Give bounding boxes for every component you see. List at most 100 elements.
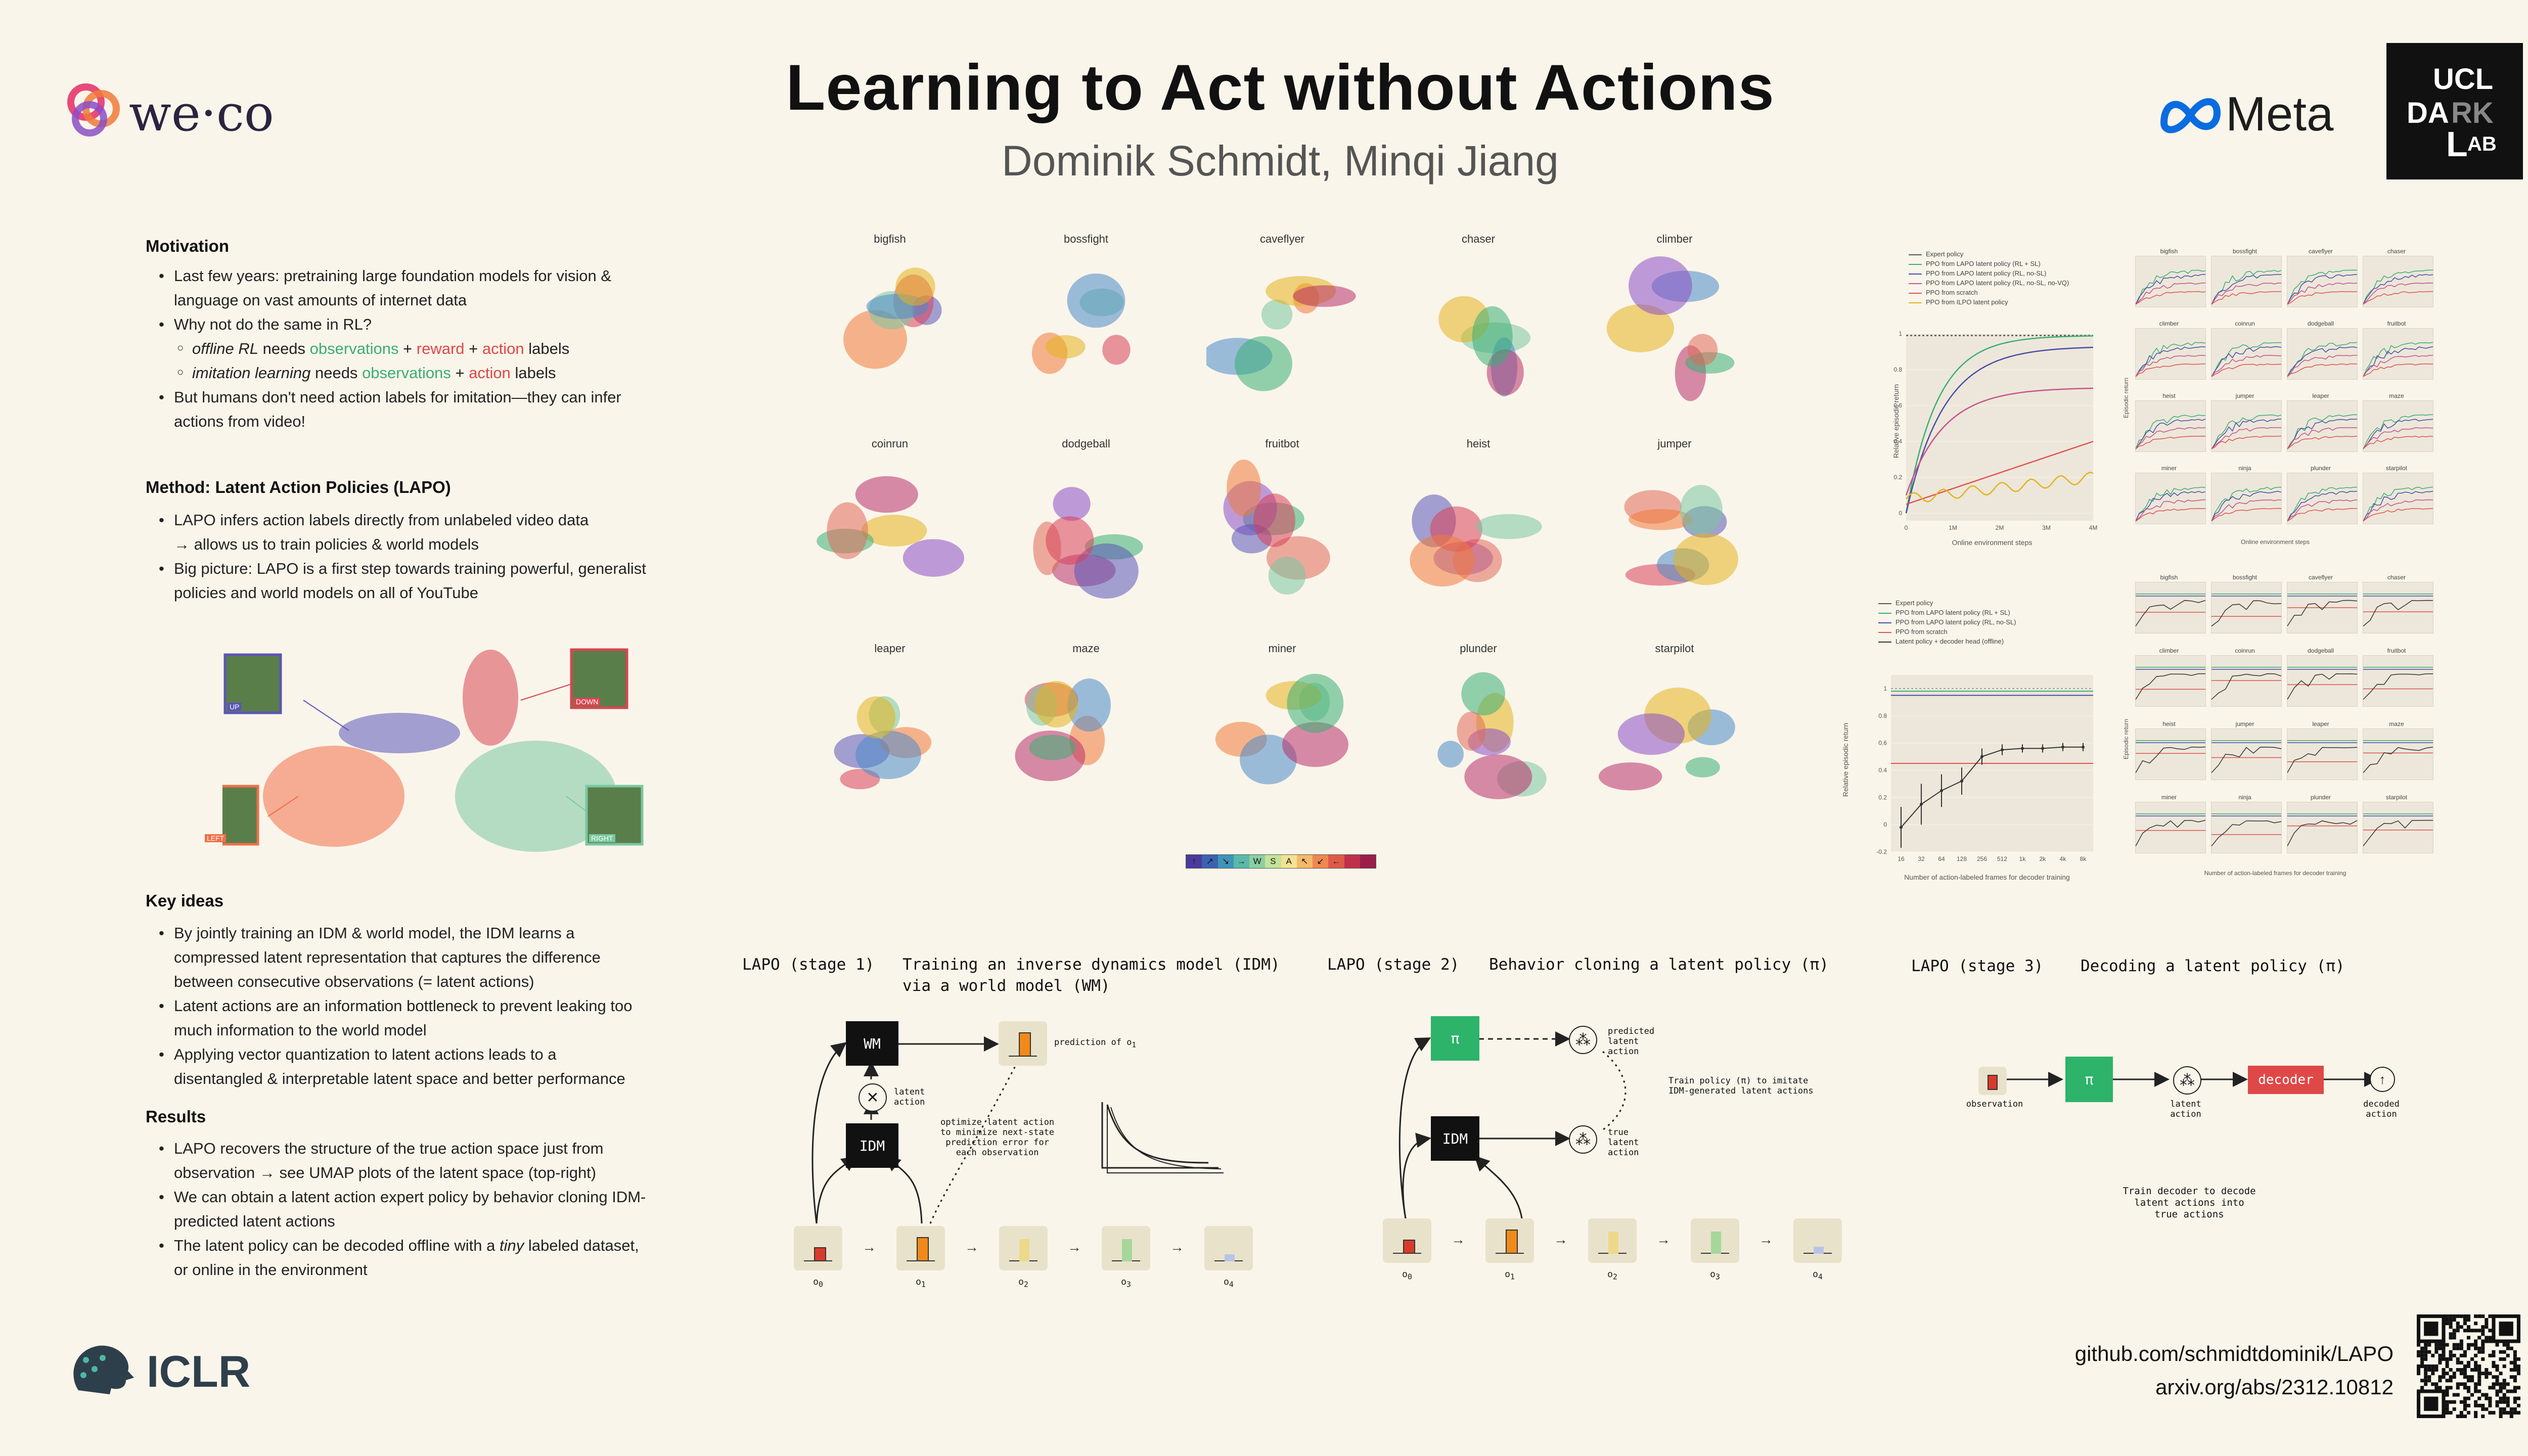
qr-module xyxy=(2424,1379,2428,1383)
legend-swatch xyxy=(1878,612,1891,614)
legend-swatch xyxy=(1909,254,1922,255)
qr-module xyxy=(2477,1396,2481,1400)
mini-plot xyxy=(2287,414,2358,449)
qr-module xyxy=(2488,1336,2492,1340)
mini-plot-area xyxy=(2287,400,2358,452)
motivation-heading: Motivation xyxy=(146,237,229,255)
y-tick: 0.6 xyxy=(1878,740,1887,747)
sequence-arrow: → xyxy=(965,1239,979,1255)
chart-legend: Expert policy PPO from LAPO latent policy… xyxy=(1878,598,2016,646)
qr-module xyxy=(2506,1400,2510,1404)
x-tick: 32 xyxy=(1918,855,1925,862)
qr-module xyxy=(2449,1322,2453,1326)
mini-plot xyxy=(2135,594,2206,626)
umap-cluster xyxy=(1282,722,1348,767)
observation-label: o0 xyxy=(1402,1269,1412,1282)
umap-cluster xyxy=(1687,334,1718,366)
qr-module xyxy=(2463,1403,2467,1407)
mini-series xyxy=(2363,354,2433,377)
umap-label: coinrun xyxy=(871,437,909,450)
frame-bar xyxy=(1814,1247,1824,1254)
qr-module xyxy=(2506,1396,2510,1400)
qr-module xyxy=(2509,1346,2513,1350)
qr-module xyxy=(2474,1339,2478,1343)
qr-module xyxy=(2452,1372,2456,1376)
qr-module xyxy=(2509,1407,2513,1411)
series-line xyxy=(1905,387,2094,496)
stage3-arrows xyxy=(2002,1072,2379,1087)
github-link[interactable]: github.com/schmidtdominik/LAPO xyxy=(2074,1342,2394,1366)
qr-module xyxy=(2424,1353,2428,1357)
qr-module xyxy=(2452,1407,2456,1411)
umap-cluster xyxy=(1102,335,1131,365)
online-per-game-grid: Online environment steps Episodic return… xyxy=(2121,243,2433,551)
umap-cluster xyxy=(1680,485,1723,535)
legend-label: PPO from ILPO latent policy xyxy=(1926,298,2008,306)
qr-module xyxy=(2452,1375,2456,1379)
qr-module xyxy=(2470,1375,2474,1379)
umap-label: climber xyxy=(1656,233,1693,245)
qr-module xyxy=(2513,1364,2517,1369)
umap-label: caveflyer xyxy=(1259,233,1305,245)
offline-decoder-chart: Expert policy PPO from LAPO latent policy… xyxy=(1835,594,2103,890)
mini-plot-area xyxy=(2363,802,2433,853)
qr-module xyxy=(2509,1375,2513,1379)
umap-grid: bigfish bossfight caveflyer chaser climber co… xyxy=(806,233,1792,864)
qr-module xyxy=(2420,1360,2424,1364)
umap-cluster xyxy=(1034,680,1078,728)
qr-module xyxy=(2456,1343,2460,1347)
qr-module xyxy=(2481,1329,2485,1333)
qr-module xyxy=(2431,1382,2435,1386)
qr-module xyxy=(2445,1400,2449,1404)
mini-plot-area xyxy=(2135,582,2206,633)
true-latent-icon: ⁂ xyxy=(1569,1125,1597,1154)
mini-series xyxy=(2287,490,2358,522)
mini-chart-jumper: jumper xyxy=(2207,392,2283,456)
umap-maze: maze xyxy=(1003,642,1169,819)
umap-cluster xyxy=(827,502,868,560)
umap-scatter xyxy=(1223,459,1330,595)
qr-module xyxy=(2502,1382,2506,1386)
mini-plot xyxy=(2363,813,2433,846)
x-tick: 4M xyxy=(2089,524,2098,531)
mini-series xyxy=(2363,427,2433,449)
qr-code[interactable] xyxy=(2417,1314,2520,1418)
qr-module xyxy=(2452,1346,2456,1350)
qr-module xyxy=(2485,1336,2489,1340)
legend-swatch xyxy=(1878,641,1891,643)
qr-module xyxy=(2513,1375,2517,1379)
umap-cluster xyxy=(1227,459,1261,517)
qr-module xyxy=(2502,1364,2506,1369)
qr-module xyxy=(2485,1375,2489,1379)
mini-plot xyxy=(2363,594,2433,627)
mini-chart-title: plunder xyxy=(2310,465,2331,472)
mini-series xyxy=(2287,820,2358,846)
mini-chart-heist: heist xyxy=(2131,392,2207,456)
qr-module xyxy=(2463,1368,2467,1372)
mini-series xyxy=(2135,291,2206,305)
qr-module xyxy=(2445,1403,2449,1407)
qr-module xyxy=(2417,1350,2421,1354)
qr-module xyxy=(2499,1350,2503,1354)
links: github.com/schmidtdominik/LAPO arxiv.org… xyxy=(2075,1337,2394,1404)
frame-bar xyxy=(1225,1254,1235,1261)
qr-module xyxy=(2434,1382,2439,1386)
mini-plot-area xyxy=(2363,582,2433,633)
mini-chart-dodgeball: dodgeball xyxy=(2283,647,2359,710)
frame-bar xyxy=(917,1237,929,1261)
qr-module xyxy=(2445,1389,2449,1393)
umap-cluster xyxy=(1053,487,1091,521)
qr-module xyxy=(2506,1343,2510,1347)
mini-chart-title: leaper xyxy=(2312,720,2329,727)
arxiv-link[interactable]: arxiv.org/abs/2312.10812 xyxy=(2155,1375,2394,1399)
qr-module xyxy=(2470,1368,2474,1372)
observation-frame xyxy=(1102,1226,1150,1270)
legend-entry: PPO from LAPO latent policy (RL, no-SL) xyxy=(1909,268,2069,278)
umap-label: miner xyxy=(1268,642,1296,655)
x-tick: 4k xyxy=(2060,855,2067,862)
umap-scatter xyxy=(1438,296,1531,397)
legend-entry: PPO from LAPO latent policy (RL, no-SL) xyxy=(1878,617,2016,627)
qr-module xyxy=(2481,1325,2485,1329)
mini-chart-title: bossfight xyxy=(2232,248,2258,255)
mini-series xyxy=(2363,508,2433,522)
